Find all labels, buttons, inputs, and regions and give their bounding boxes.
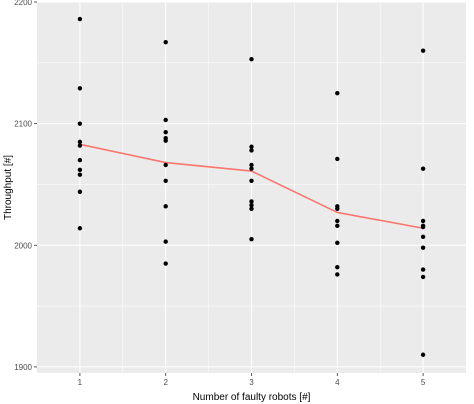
data-point — [249, 144, 254, 149]
x-axis-title: Number of faulty robots [#] — [193, 392, 311, 403]
data-point — [163, 117, 168, 123]
data-point — [420, 234, 426, 239]
data-point — [335, 272, 340, 277]
data-point — [420, 274, 426, 280]
data-point — [77, 167, 83, 173]
data-point — [335, 206, 340, 211]
data-point — [420, 218, 426, 224]
data-point — [335, 218, 340, 224]
x-tick-label: 2 — [163, 378, 168, 387]
data-point — [249, 178, 254, 184]
data-point — [249, 56, 254, 62]
data-point — [163, 239, 168, 244]
data-point — [420, 352, 426, 357]
data-point — [249, 162, 254, 168]
data-point — [249, 166, 254, 171]
x-tick-label: 1 — [78, 378, 83, 387]
data-point — [77, 121, 83, 126]
data-point — [420, 48, 426, 53]
data-point — [335, 264, 340, 270]
data-point — [249, 199, 254, 204]
data-point — [335, 91, 340, 96]
x-tick-label: 4 — [335, 378, 340, 387]
data-point — [163, 138, 168, 143]
data-point — [77, 16, 83, 22]
x-tick-label: 5 — [421, 378, 426, 387]
axes: 1900 2000 2100 2200 1 2 3 4 5 — [14, 0, 426, 387]
data-point — [77, 172, 83, 177]
trend-line-layer — [79, 143, 424, 230]
data-point — [420, 267, 426, 272]
y-tick-label: 2000 — [14, 241, 32, 250]
y-tick-label: 2100 — [14, 120, 32, 129]
data-point — [249, 236, 254, 242]
data-point — [420, 166, 426, 171]
data-points-layer — [77, 16, 426, 357]
x-tick-label: 3 — [249, 378, 254, 387]
data-point — [77, 139, 83, 145]
y-tick-label: 2200 — [14, 0, 32, 7]
data-point — [77, 157, 83, 163]
data-point — [249, 148, 254, 153]
data-point — [163, 129, 168, 135]
grid-major-lines — [37, 1, 466, 373]
data-point — [249, 202, 254, 208]
data-point — [249, 206, 254, 211]
data-point — [77, 86, 83, 91]
data-point — [335, 223, 340, 229]
data-point — [163, 162, 168, 168]
data-point — [77, 226, 83, 231]
data-point — [335, 240, 340, 246]
data-point — [420, 224, 426, 230]
data-point — [335, 156, 340, 162]
data-point — [163, 178, 168, 184]
y-tick-label: 1900 — [14, 363, 32, 372]
y-axis-title: Throughput [#] — [3, 155, 14, 220]
data-point — [163, 204, 168, 209]
data-point — [77, 189, 83, 194]
trend-line — [79, 143, 424, 230]
data-point — [163, 39, 168, 45]
data-point — [77, 143, 83, 148]
data-point — [420, 245, 426, 250]
data-point — [163, 261, 168, 266]
